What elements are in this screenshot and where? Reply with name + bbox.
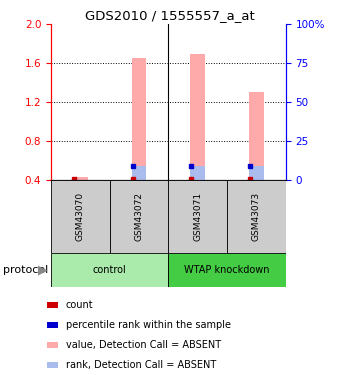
Text: GDS2010 / 1555557_a_at: GDS2010 / 1555557_a_at [85,9,255,22]
Bar [47,302,58,308]
Text: percentile rank within the sample: percentile rank within the sample [66,320,231,330]
Bar [132,58,146,180]
Bar [73,177,88,180]
Text: value, Detection Call = ABSENT: value, Detection Call = ABSENT [66,340,221,350]
Text: protocol: protocol [3,265,49,275]
Bar [51,180,109,253]
Text: WTAP knockdown: WTAP knockdown [184,265,270,275]
Text: control: control [93,265,126,275]
Bar [132,166,146,180]
Text: GSM43070: GSM43070 [76,192,85,241]
Bar [51,253,168,287]
Text: GSM43073: GSM43073 [252,192,261,241]
Bar [168,180,227,253]
Text: GSM43071: GSM43071 [193,192,202,241]
Bar [227,180,286,253]
Bar [47,322,58,328]
Bar [190,54,205,180]
Text: GSM43072: GSM43072 [135,192,143,241]
Bar [190,166,205,180]
Bar [109,180,168,253]
Bar [47,362,58,368]
Bar [47,342,58,348]
Bar [168,253,286,287]
Bar [249,166,264,180]
Text: ▶: ▶ [38,264,48,276]
Text: count: count [66,300,93,310]
Text: rank, Detection Call = ABSENT: rank, Detection Call = ABSENT [66,360,216,370]
Bar [249,93,264,180]
